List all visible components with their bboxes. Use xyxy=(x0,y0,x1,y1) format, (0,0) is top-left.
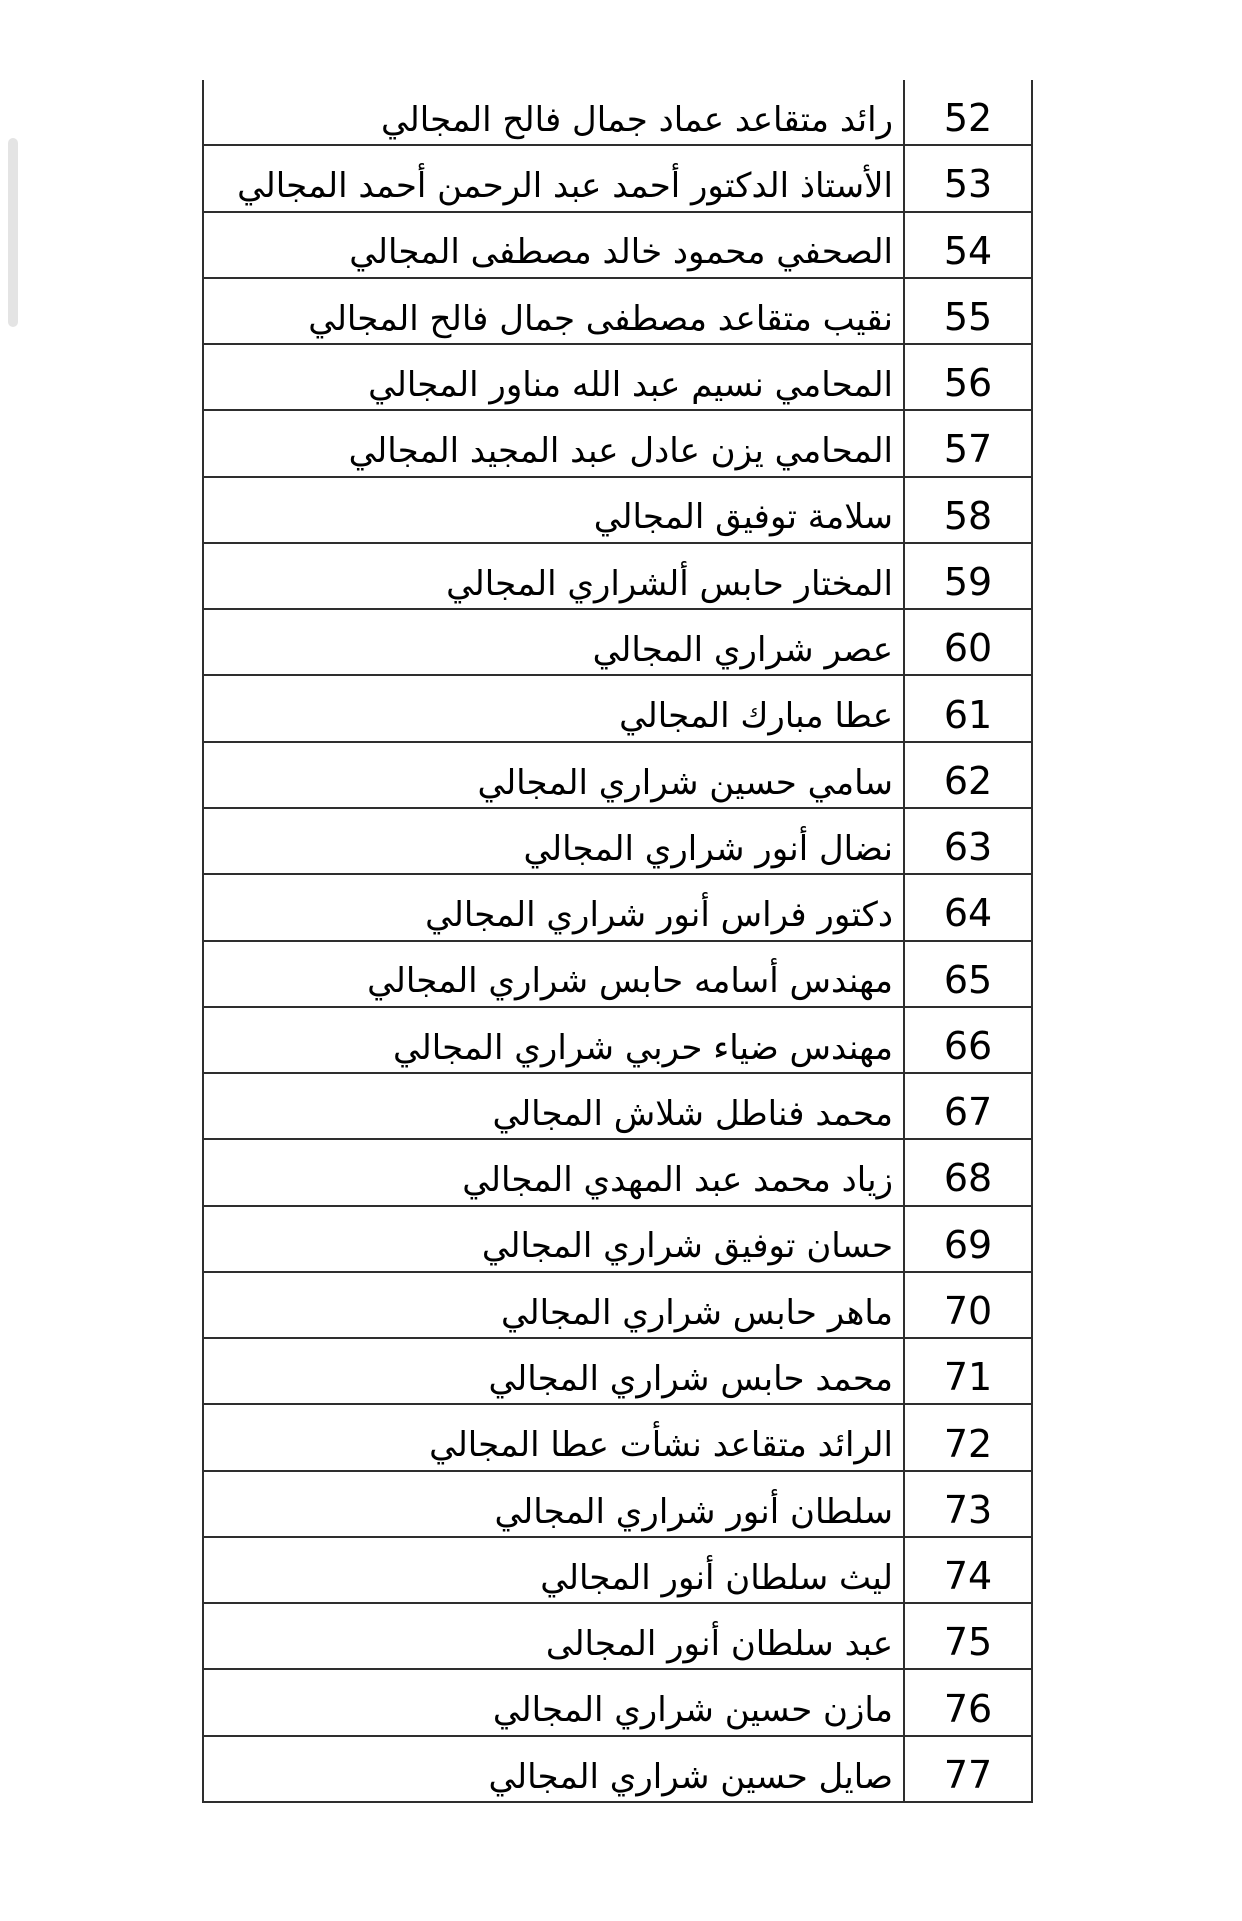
row-number-cell: 56 xyxy=(903,345,1031,410)
row-name-cell: المختار حابس ألشراري المجالي xyxy=(446,563,893,604)
row-name-cell: عصر شراري المجالي xyxy=(592,630,893,671)
row-number-cell: 57 xyxy=(903,411,1031,476)
table-row: سلطان أنور شراري المجالي 73 xyxy=(204,1471,1031,1538)
row-number-cell: 62 xyxy=(903,742,1031,807)
row-number-cell: 54 xyxy=(903,212,1031,277)
row-number-cell: 64 xyxy=(903,875,1031,940)
row-name-cell: محمد حابس شراري المجالي xyxy=(488,1358,893,1399)
row-number-cell: 69 xyxy=(903,1206,1031,1271)
row-number-cell: 52 xyxy=(903,80,1031,145)
row-name-cell: الصحفي محمود خالد مصطفى المجالي xyxy=(349,232,893,273)
row-number-cell: 67 xyxy=(903,1074,1031,1139)
table-row: نضال أنور شراري المجالي 63 xyxy=(204,808,1031,876)
row-number-cell: 58 xyxy=(903,477,1031,542)
row-number-cell: 53 xyxy=(903,146,1031,211)
row-name-cell: سامي حسين شراري المجالي xyxy=(477,762,893,803)
row-number-cell: 65 xyxy=(903,941,1031,1006)
row-name-cell: مازن حسين شراري المجالي xyxy=(492,1690,893,1731)
row-name-cell: نضال أنور شراري المجالي xyxy=(523,828,893,869)
row-name-cell: دكتور فراس أنور شراري المجالي xyxy=(425,895,893,936)
row-number-cell: 73 xyxy=(903,1471,1031,1536)
row-name-cell: الرائد متقاعد نشأت عطا المجالي xyxy=(429,1425,893,1466)
row-name-cell: مهندس ضياء حربي شراري المجالي xyxy=(393,1027,893,1068)
row-name-cell: صايل حسين شراري المجالي xyxy=(488,1756,893,1797)
row-name-cell: محمد فناطل شلاش المجالي xyxy=(492,1093,893,1134)
row-name-cell: ليث سلطان أنور المجالي xyxy=(540,1557,893,1598)
row-name-cell: زياد محمد عبد المهدي المجالي xyxy=(462,1160,893,1201)
table-row: حسان توفيق شراري المجالي 69 xyxy=(204,1206,1031,1273)
table-row: ماهر حابس شراري المجالي 70 xyxy=(204,1272,1031,1340)
row-number-cell: 59 xyxy=(903,543,1031,609)
row-number-cell: 71 xyxy=(903,1339,1031,1404)
table-row: المحامي نسيم عبد الله مناور المجالي 56 xyxy=(204,345,1031,412)
row-name-cell: حسان توفيق شراري المجالي xyxy=(481,1226,893,1267)
row-number-cell: 66 xyxy=(903,1007,1031,1073)
table-row: صايل حسين شراري المجالي 77 xyxy=(204,1736,1031,1803)
row-name-cell: المحامي يزن عادل عبد المجيد المجالي xyxy=(348,431,893,472)
scrollbar-thumb[interactable] xyxy=(8,138,18,327)
names-table: رائد متقاعد عماد جمال فالح المجالي 52 الأس… xyxy=(202,80,1033,1803)
row-number-cell: 70 xyxy=(903,1272,1031,1338)
row-name-cell: مهندس أسامه حابس شراري المجالي xyxy=(367,961,893,1002)
row-number-cell: 72 xyxy=(903,1405,1031,1470)
table-row: نقيب متقاعد مصطفى جمال فالح المجالي 55 xyxy=(204,278,1031,346)
table-row: مازن حسين شراري المجالي 76 xyxy=(204,1670,1031,1737)
table-row: سلامة توفيق المجالي 58 xyxy=(204,477,1031,544)
row-name-cell: عطا مبارك المجالي xyxy=(619,696,893,737)
row-name-cell: سلامة توفيق المجالي xyxy=(593,497,893,538)
row-name-cell: الأستاذ الدكتور أحمد عبد الرحمن أحمد الم… xyxy=(237,166,893,207)
row-name-cell: ماهر حابس شراري المجالي xyxy=(500,1292,893,1333)
row-name-cell: نقيب متقاعد مصطفى جمال فالح المجالي xyxy=(308,298,893,339)
table-row: المختار حابس ألشراري المجالي 59 xyxy=(204,543,1031,611)
table-row: الأستاذ الدكتور أحمد عبد الرحمن أحمد الم… xyxy=(204,146,1031,213)
table-row: سامي حسين شراري المجالي 62 xyxy=(204,742,1031,809)
row-number-cell: 63 xyxy=(903,808,1031,874)
row-number-cell: 77 xyxy=(903,1736,1031,1801)
table-row: المحامي يزن عادل عبد المجيد المجالي 57 xyxy=(204,411,1031,478)
row-name-cell: سلطان أنور شراري المجالي xyxy=(494,1491,893,1532)
table-row: الرائد متقاعد نشأت عطا المجالي 72 xyxy=(204,1405,1031,1472)
table-row: رائد متقاعد عماد جمال فالح المجالي 52 xyxy=(204,80,1031,147)
table-row: عطا مبارك المجالي 61 xyxy=(204,676,1031,743)
table-row: عبد سلطان أنور المجالى 75 xyxy=(204,1604,1031,1671)
table-row: محمد حابس شراري المجالي 71 xyxy=(204,1339,1031,1406)
row-name-cell: رائد متقاعد عماد جمال فالح المجالي xyxy=(381,99,893,140)
table-row: عصر شراري المجالي 60 xyxy=(204,610,1031,677)
row-name-cell: المحامي نسيم عبد الله مناور المجالي xyxy=(368,364,893,405)
row-number-cell: 74 xyxy=(903,1537,1031,1603)
row-number-cell: 68 xyxy=(903,1140,1031,1205)
table-row: مهندس ضياء حربي شراري المجالي 66 xyxy=(204,1007,1031,1075)
table-row: زياد محمد عبد المهدي المجالي 68 xyxy=(204,1140,1031,1207)
table-row: محمد فناطل شلاش المجالي 67 xyxy=(204,1074,1031,1141)
table-row: الصحفي محمود خالد مصطفى المجالي 54 xyxy=(204,212,1031,279)
table-row: ليث سلطان أنور المجالي 74 xyxy=(204,1537,1031,1605)
table-row: دكتور فراس أنور شراري المجالي 64 xyxy=(204,875,1031,942)
row-number-cell: 61 xyxy=(903,676,1031,741)
row-number-cell: 60 xyxy=(903,610,1031,675)
row-number-cell: 55 xyxy=(903,278,1031,344)
row-number-cell: 75 xyxy=(903,1604,1031,1669)
row-name-cell: عبد سلطان أنور المجالى xyxy=(545,1624,893,1665)
row-number-cell: 76 xyxy=(903,1670,1031,1735)
table-row: مهندس أسامه حابس شراري المجالي 65 xyxy=(204,941,1031,1008)
